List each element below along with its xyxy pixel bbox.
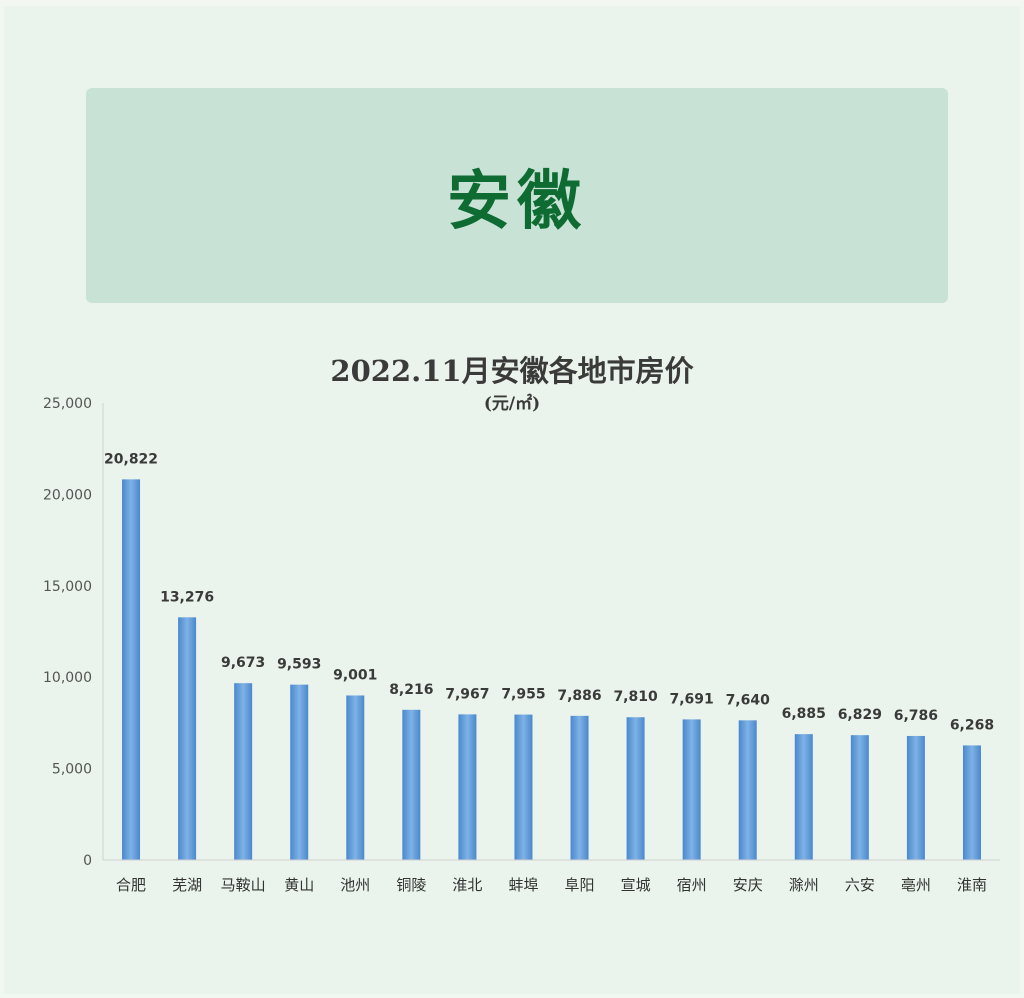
chart-title: 2022.11月安徽各地市房价	[330, 354, 694, 388]
data-label: 9,673	[221, 655, 265, 671]
data-label: 6,829	[838, 707, 882, 723]
data-label: 7,886	[557, 688, 601, 704]
bar	[570, 715, 589, 860]
x-tick-label: 池州	[340, 876, 370, 894]
data-label: 9,593	[277, 657, 321, 673]
bar	[178, 617, 197, 860]
data-label: 9,001	[333, 667, 377, 683]
page-background: 安徽	[4, 6, 1020, 994]
y-tick-label: 5,000	[52, 762, 92, 778]
x-tick-label: 淮南	[957, 876, 987, 894]
x-tick-label: 阜阳	[565, 876, 595, 894]
y-tick-label: 25,000	[43, 396, 92, 412]
bar	[626, 717, 645, 860]
y-tick-label: 10,000	[43, 670, 92, 686]
x-tick-label: 宿州	[677, 876, 707, 894]
bar	[458, 714, 477, 860]
data-label: 7,640	[726, 692, 771, 708]
bar	[682, 719, 701, 860]
data-label: 7,955	[501, 687, 545, 703]
data-label: 7,967	[445, 686, 489, 702]
bar	[906, 735, 925, 860]
bar	[850, 735, 869, 860]
bar	[514, 714, 533, 860]
bar	[290, 684, 309, 860]
data-label: 20,822	[104, 451, 158, 467]
x-tick-label: 六安	[845, 876, 875, 894]
bar	[402, 709, 421, 860]
banner-title: 安徽	[447, 164, 587, 239]
chart-subtitle: (元/㎡)	[483, 394, 541, 414]
bar	[962, 745, 981, 860]
bar	[234, 683, 253, 860]
x-tick-label: 马鞍山	[221, 876, 266, 894]
data-label: 7,691	[670, 691, 714, 707]
bar	[794, 734, 813, 860]
y-axis: 0 5,000 10,000 15,000 20,000 25,000	[43, 396, 104, 869]
bar	[122, 479, 141, 860]
y-tick-label: 15,000	[43, 579, 92, 595]
x-tick-label: 宣城	[621, 876, 651, 894]
data-label: 13,276	[160, 589, 214, 605]
x-tick-label: 合肥	[116, 876, 146, 894]
x-tick-label: 铜陵	[396, 876, 426, 894]
data-label: 6,268	[950, 717, 994, 733]
bar	[346, 695, 365, 860]
x-tick-label: 黄山	[284, 876, 314, 894]
y-tick-label: 0	[83, 853, 92, 869]
data-label: 7,810	[613, 689, 658, 705]
bars	[122, 479, 981, 860]
title-banner: 安徽	[86, 88, 948, 303]
x-tick-label: 亳州	[901, 876, 931, 894]
x-tick-label: 芜湖	[172, 876, 202, 894]
data-label: 8,216	[389, 682, 433, 698]
bar	[738, 720, 757, 860]
y-tick-label: 20,000	[43, 487, 92, 503]
x-tick-label: 滁州	[789, 876, 819, 894]
data-labels: 20,822 13,276 9,673 9,593 9,001 8,216 7,967 7,9…	[104, 451, 994, 733]
x-axis: 合肥 芜湖 马鞍山 黄山 池州 铜陵 淮北 蚌埠 阜阳 宣城 宿州 安庆 滁州 六安 亳州 淮南	[103, 859, 1000, 894]
x-tick-label: 蚌埠	[508, 876, 538, 894]
data-label: 6,885	[782, 706, 826, 722]
x-tick-label: 安庆	[733, 876, 763, 894]
x-tick-label: 淮北	[452, 876, 482, 894]
data-label: 6,786	[894, 708, 938, 724]
